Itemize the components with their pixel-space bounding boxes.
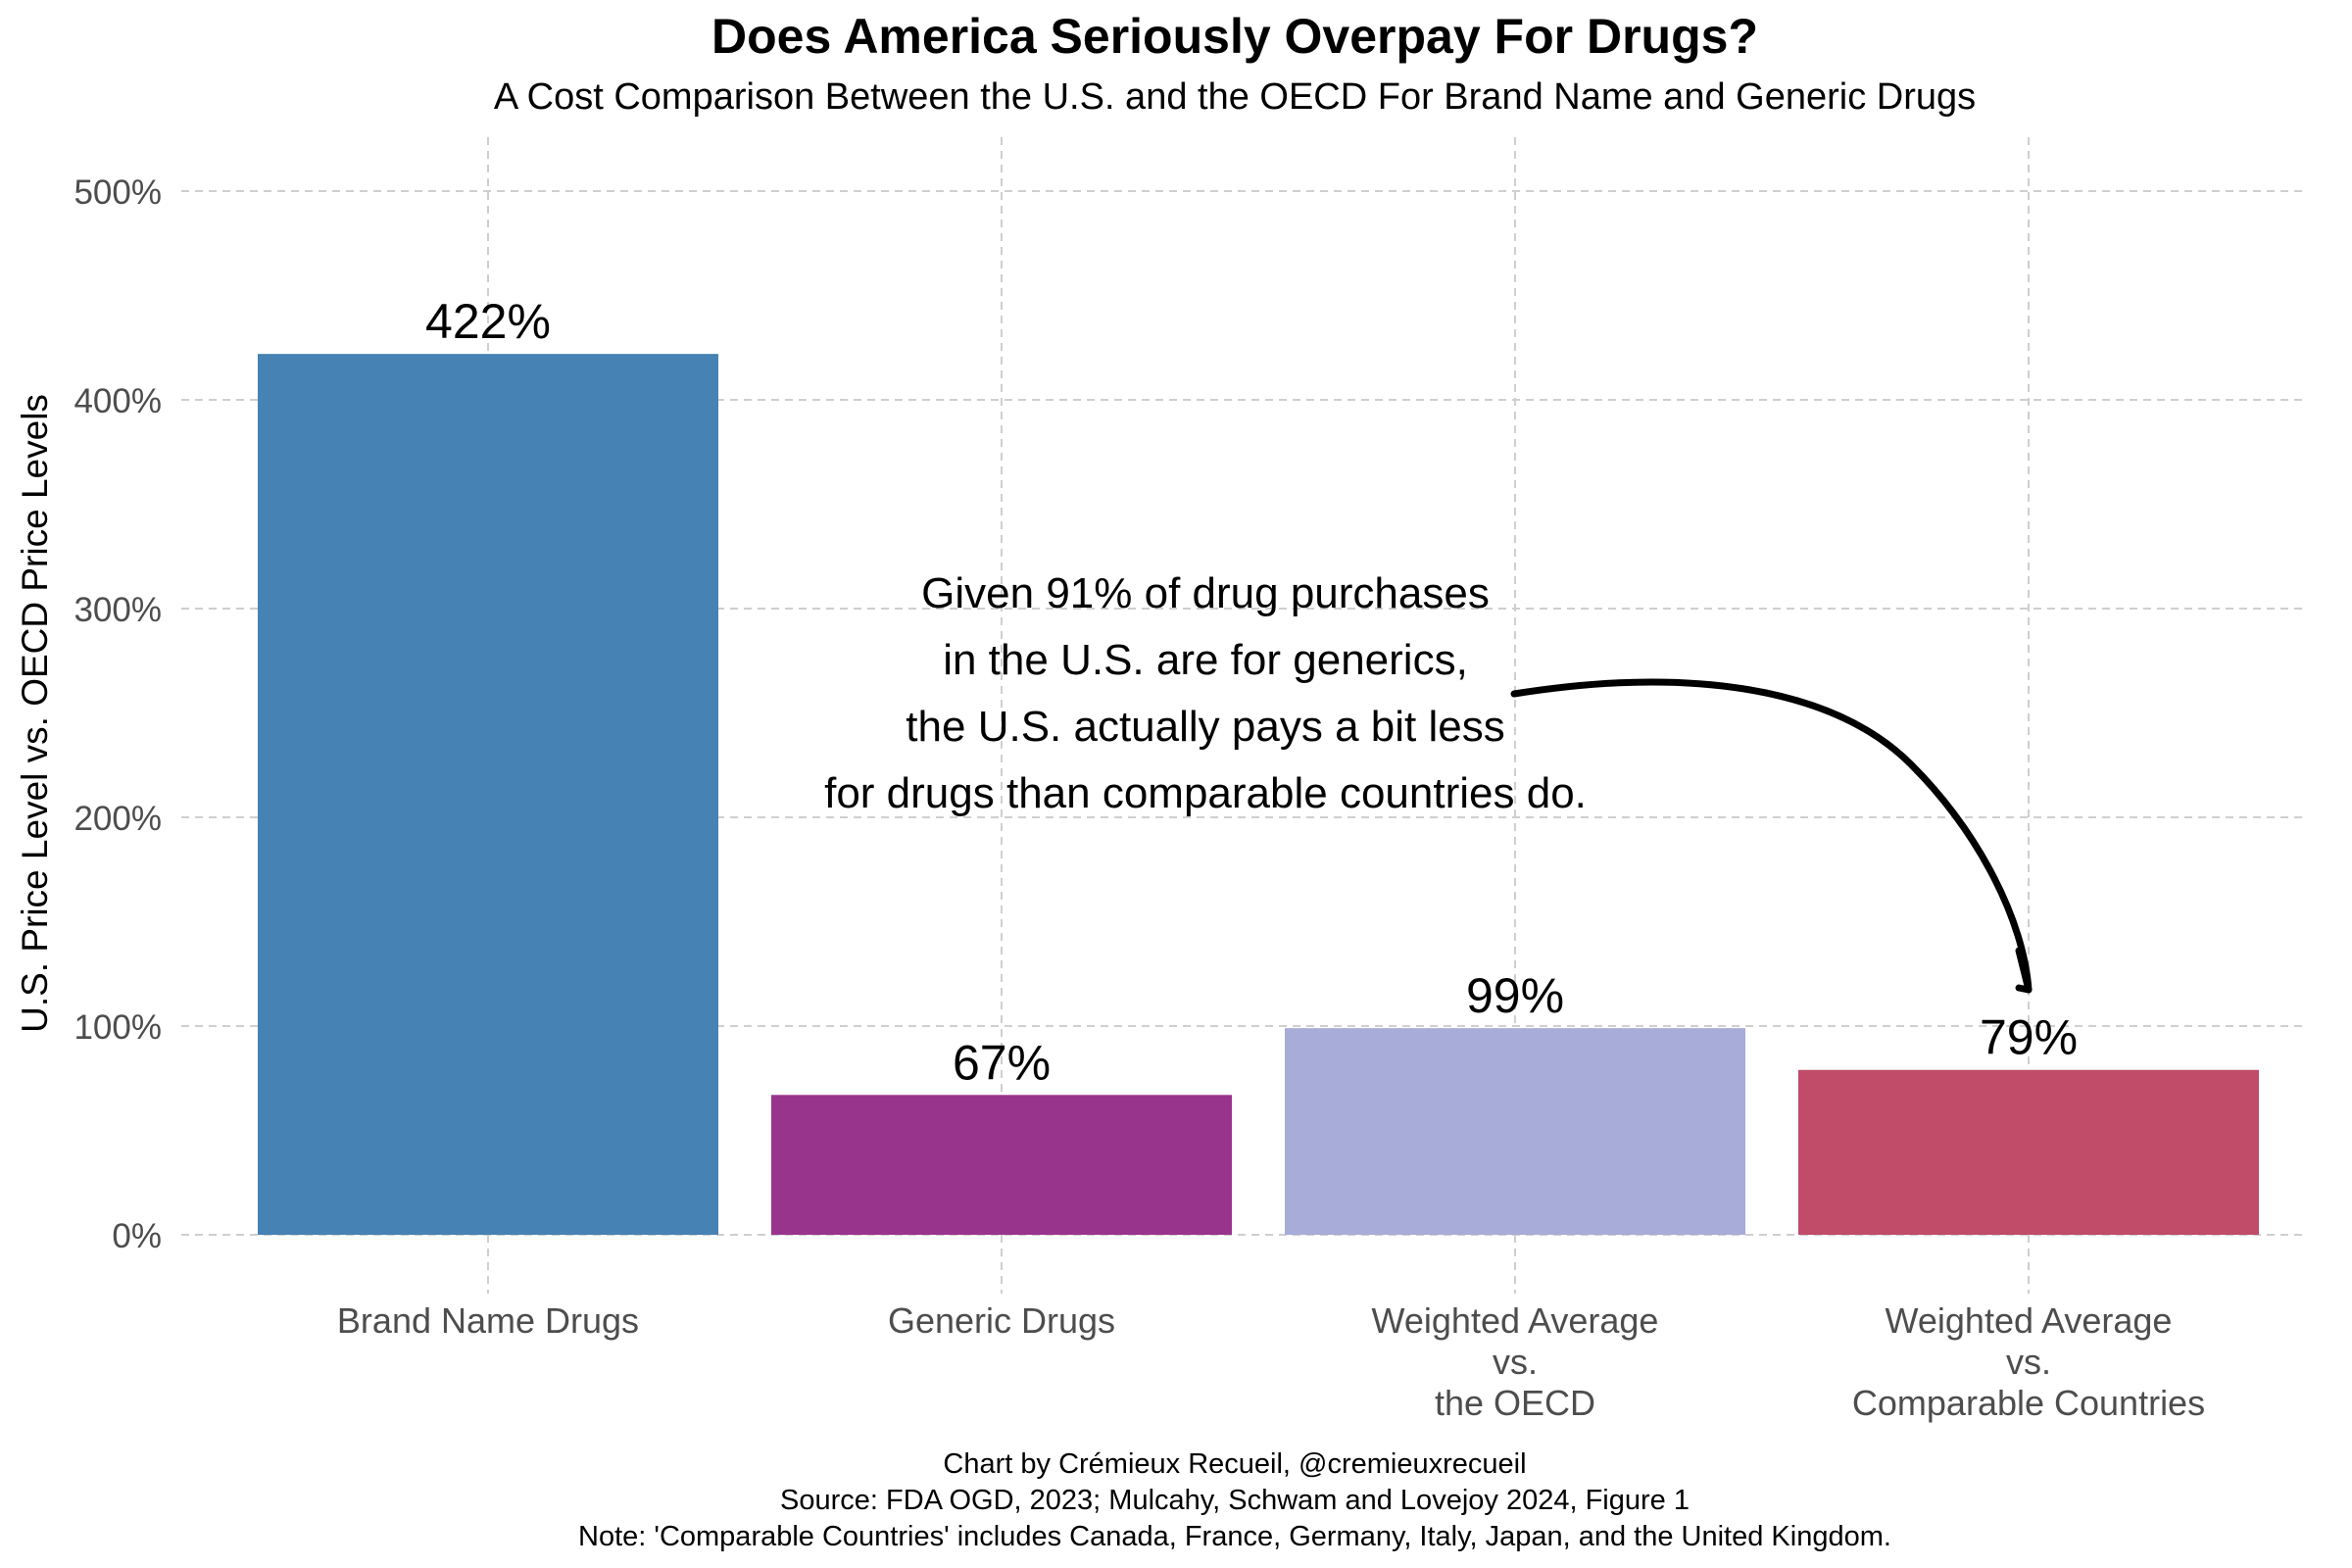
x-tick-label-line: vs.: [2006, 1342, 2051, 1382]
x-tick-label-line: Comparable Countries: [1852, 1383, 2205, 1423]
bar: [258, 354, 718, 1235]
annotation-text-line: the U.S. actually pays a bit less: [906, 703, 1504, 751]
bar-value-label: 99%: [1466, 968, 1564, 1023]
annotation-text-line: in the U.S. are for generics,: [943, 636, 1468, 684]
chart-subtitle: A Cost Comparison Between the U.S. and t…: [493, 76, 1977, 118]
x-tick-label-line: the OECD: [1435, 1383, 1595, 1423]
y-tick-label: 400%: [74, 382, 162, 420]
x-tick-label-line: Weighted Average: [1886, 1300, 2173, 1341]
y-tick-label: 300%: [74, 591, 162, 629]
annotation-text: Given 91% of drug purchases in the U.S. a…: [824, 569, 1587, 817]
x-tick-label: Weighted Average vs. Comparable Countries: [1852, 1300, 2205, 1423]
bar-value-label: 67%: [953, 1035, 1051, 1090]
caption-credit: Chart by Crémieux Recueil, @cremieuxrecu…: [943, 1448, 1527, 1480]
x-tick-label: Weighted Average vs. the OECD: [1372, 1300, 1659, 1423]
bar: [1285, 1028, 1745, 1235]
bar: [771, 1095, 1232, 1235]
y-axis-label: U.S. Price Level vs. OECD Price Levels: [15, 394, 55, 1033]
x-tick-label-line: Generic Drugs: [888, 1300, 1115, 1341]
annotation-text-line: for drugs than comparable countries do.: [824, 769, 1587, 817]
y-tick-label: 500%: [74, 173, 162, 212]
chart-title: Does America Seriously Overpay For Drugs…: [711, 9, 1758, 64]
y-tick-label: 200%: [74, 800, 162, 838]
annotation-arrow: [1510, 678, 2033, 994]
x-tick-label-line: Weighted Average: [1372, 1300, 1659, 1341]
annotation-arrowhead: [2015, 947, 2033, 994]
caption-source: Source: FDA OGD, 2023; Mulcahy, Schwam a…: [780, 1485, 1690, 1516]
x-tick-label: Generic Drugs: [888, 1300, 1115, 1341]
x-tick-label-line: Brand Name Drugs: [337, 1300, 639, 1341]
bar: [1798, 1069, 2259, 1235]
bar-value-label: 79%: [1980, 1010, 2078, 1065]
y-tick-label: 100%: [74, 1008, 162, 1047]
caption-note: Note: 'Comparable Countries' includes Ca…: [578, 1521, 1891, 1552]
y-tick-label: 0%: [112, 1217, 162, 1255]
x-tick-label: Brand Name Drugs: [337, 1300, 639, 1341]
x-tick-label-line: vs.: [1493, 1342, 1538, 1382]
annotation-text-line: Given 91% of drug purchases: [921, 569, 1490, 617]
bar-value-label: 422%: [425, 294, 551, 349]
